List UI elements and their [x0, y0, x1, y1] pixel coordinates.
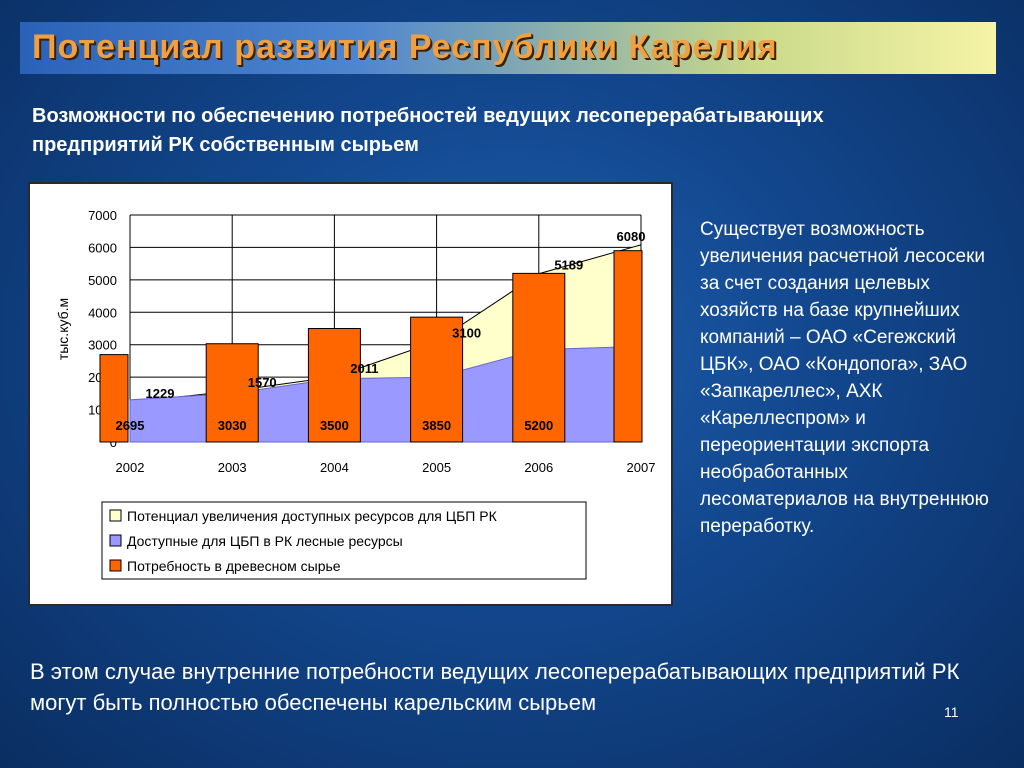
y-tick-label: 6000 [88, 240, 117, 255]
y-tick-label: 0 [110, 435, 117, 450]
side-description: Существует возможность увеличения расчет… [700, 219, 989, 537]
legend-label: Потребность в древесном сырье [127, 558, 341, 574]
potential-value-label: 5189 [554, 258, 583, 273]
bar-need [410, 316, 464, 443]
y-tick-label: 7000 [88, 208, 117, 223]
page-number: 11 [944, 704, 959, 720]
x-tick-label: 2006 [524, 460, 553, 475]
x-tick-label: 2007 [627, 460, 656, 475]
x-tick-label: 2004 [320, 460, 349, 475]
potential-value-label: 1229 [146, 386, 175, 401]
bar-need [512, 272, 566, 443]
legend-label: Потенциал увеличения доступных ресурсов … [127, 508, 498, 524]
slide-subtitle: Возможности по обеспечению потребностей … [32, 105, 824, 156]
legend-label: Доступные для ЦБП в РК лесные ресурсы [127, 533, 403, 549]
bar-value-label: 5200 [524, 418, 553, 433]
bar-value-label: 3030 [218, 418, 247, 433]
bar-need [99, 354, 129, 443]
potential-value-label: 2011 [350, 361, 378, 376]
y-tick-label: 3000 [88, 338, 117, 353]
potential-value-label: 1570 [248, 375, 277, 390]
potential-value-label: 6080 [617, 229, 646, 244]
bar-value-label: 3850 [422, 418, 451, 433]
legend-box [101, 501, 587, 580]
conclusion-text: В этом случае внутренние потребности вед… [30, 659, 960, 715]
x-tick-label: 2003 [218, 460, 247, 475]
legend-swatch [109, 559, 122, 572]
slide-title: Потенциал развития Республики Карелия [32, 28, 778, 66]
bar-need [613, 250, 643, 443]
x-tick-label: 2002 [116, 460, 145, 475]
bar-need [205, 343, 259, 443]
chart-svg: 0100020003000400050006000700020022003200… [55, 208, 656, 580]
title-bar: Потенциал развития Республики Карелия [20, 22, 996, 74]
bar-value-label: 2695 [116, 418, 145, 433]
potential-value-label: 3100 [452, 325, 481, 340]
y-tick-label: 4000 [88, 305, 117, 320]
bar-need [307, 328, 361, 443]
y-tick-label: 5000 [88, 273, 117, 288]
bar-value-label: 3500 [320, 418, 349, 433]
y-axis-label: тыс.куб.м [55, 298, 71, 360]
chart-container: 0100020003000400050006000700020022003200… [28, 182, 673, 606]
legend-swatch [109, 534, 122, 547]
x-tick-label: 2005 [422, 460, 451, 475]
legend-swatch [109, 509, 122, 522]
